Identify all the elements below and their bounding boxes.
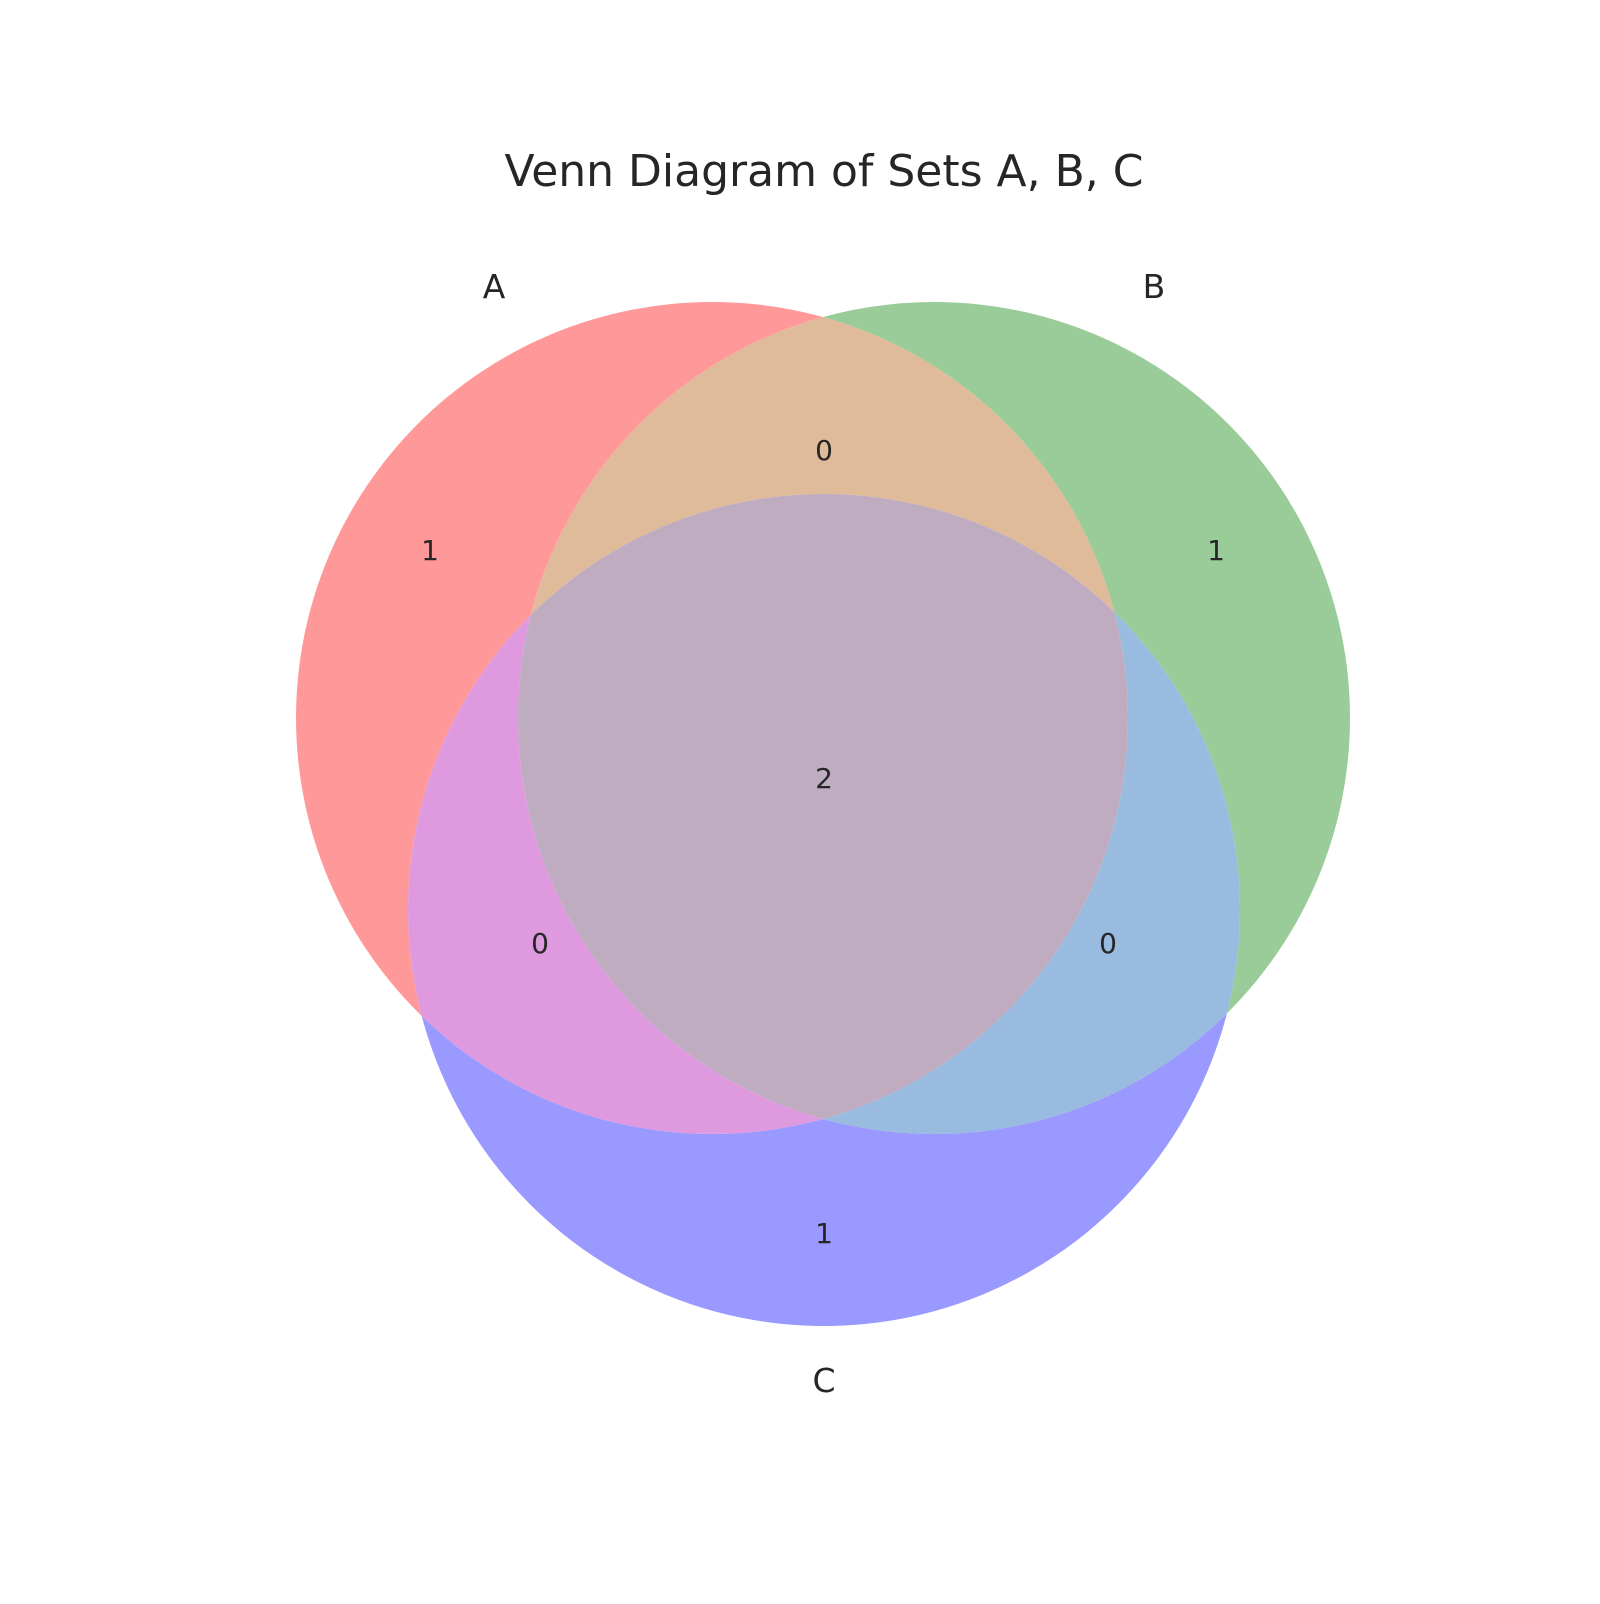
- set-label-b: B: [1143, 267, 1166, 306]
- count-ac-only: 0: [531, 927, 549, 960]
- count-bc-only: 0: [1099, 927, 1117, 960]
- diagram-title: Venn Diagram of Sets A, B, C: [505, 146, 1144, 197]
- set-label-a: A: [483, 267, 506, 306]
- count-abc: 2: [815, 762, 833, 795]
- count-b-only: 1: [1207, 534, 1225, 567]
- set-label-c: C: [812, 1361, 835, 1400]
- count-c-only: 1: [815, 1217, 833, 1250]
- count-ab-only: 0: [815, 434, 833, 467]
- count-a-only: 1: [421, 534, 439, 567]
